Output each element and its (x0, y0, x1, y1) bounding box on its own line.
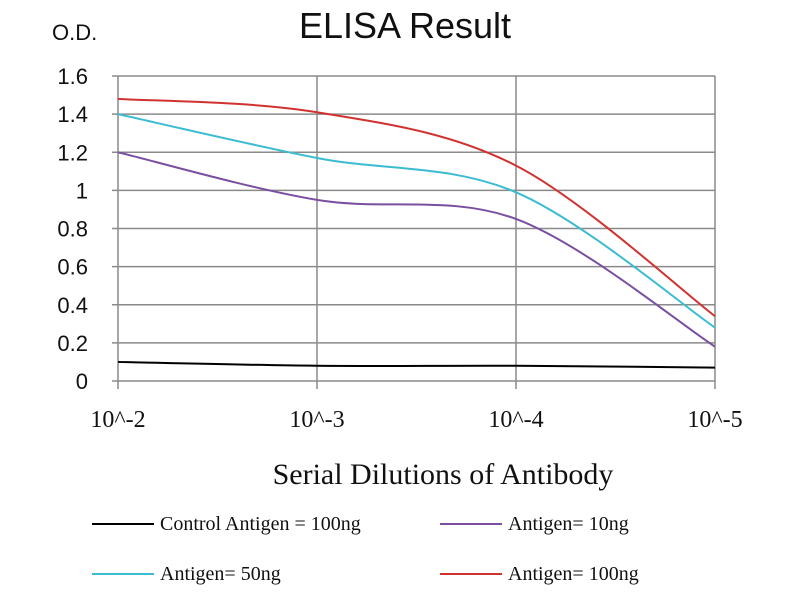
y-tick-label: 0.4 (57, 293, 88, 318)
y-tick-label: 1 (76, 178, 88, 203)
legend-label: Antigen= 50ng (160, 563, 281, 585)
y-tick-label: 0.6 (57, 255, 88, 280)
series-line-1 (117, 151, 716, 348)
legend-label: Control Antigen = 100ng (160, 513, 361, 535)
y-tick-label: 1.2 (57, 140, 88, 165)
x-axis-label: Serial Dilutions of Antibody (273, 458, 614, 491)
series-line-2 (117, 113, 716, 329)
y-tick-label: 0.2 (57, 331, 88, 356)
y-tick-label: 0 (76, 369, 88, 394)
legend-label: Antigen= 10ng (508, 513, 629, 535)
y-tick-label: 1.4 (57, 102, 88, 127)
x-tick-label: 10^-3 (289, 407, 344, 433)
legend-label: Antigen= 100ng (508, 563, 639, 585)
x-tick-label: 10^-4 (488, 407, 543, 433)
x-tick-label: 10^-5 (687, 407, 742, 433)
x-tick-label: 10^-2 (90, 407, 145, 433)
y-axis-label: O.D. (52, 20, 97, 45)
series-line-0 (117, 360, 716, 369)
series-line-3 (117, 97, 716, 317)
y-tick-label: 1.6 (57, 64, 88, 89)
y-tick-label: 0.8 (57, 217, 88, 242)
chart-title: ELISA Result (299, 5, 511, 46)
